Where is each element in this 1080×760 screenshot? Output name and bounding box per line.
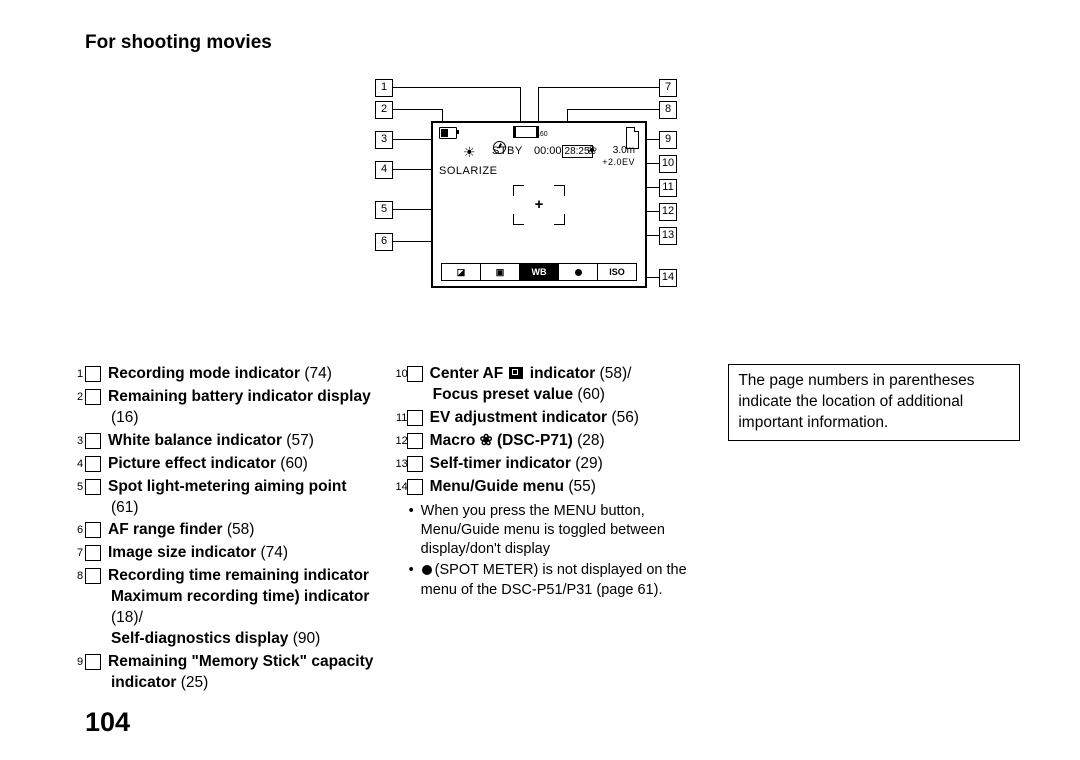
legend-columns: 1Recording mode indicator (74)2Remaining… [85, 364, 1020, 696]
legend-col-mid: 10Center AF indicator (58)/Focus preset … [407, 364, 699, 696]
callout-4: 4 [375, 161, 393, 179]
callout-12: 12 [659, 203, 677, 221]
menu-iso: ISO [598, 264, 636, 280]
page-number: 104 [85, 707, 130, 738]
menu-focus: ▣ [481, 264, 520, 280]
callout-8: 8 [659, 101, 677, 119]
callout-2: 2 [375, 101, 393, 119]
callout-5: 5 [375, 201, 393, 219]
notes-bullets: When you press the MENU button, Menu/Gui… [407, 502, 699, 600]
lcd-diagram: 1 2 3 4 5 6 7 8 9 10 11 12 13 14 [375, 79, 675, 331]
macro-icon-inline: ❀ [480, 432, 493, 449]
callout-10: 10 [659, 155, 677, 173]
focus-distance: 3.0m [613, 145, 635, 156]
section-title: For shooting movies [85, 32, 1020, 54]
legend-col-left: 1Recording mode indicator (74)2Remaining… [85, 364, 377, 696]
legend-col-right: The page numbers in parentheses indicate… [728, 364, 1020, 696]
menu-spot [559, 264, 598, 280]
callout-9: 9 [659, 131, 677, 149]
ev-value: +2.0EV [602, 157, 635, 167]
callout-14: 14 [659, 269, 677, 287]
lcd-screen: 160 ☀ STBY 00:0028:25 ❀ 3.0m +2.0EV SOLA… [431, 121, 647, 288]
spot-meter-icon [422, 565, 432, 575]
callout-3: 3 [375, 131, 393, 149]
callout-11: 11 [659, 179, 677, 197]
macro-icon: ❀ [587, 143, 597, 157]
menu-ev: ◪ [442, 264, 481, 280]
menu-bar: ◪ ▣ WB ISO [441, 263, 637, 281]
callout-6: 6 [375, 233, 393, 251]
menu-wb: WB [520, 264, 559, 280]
callout-7: 7 [659, 79, 677, 97]
time-elapsed: 00:00 [534, 145, 562, 157]
spot-meter-crosshair: + [535, 196, 544, 213]
callout-13: 13 [659, 227, 677, 245]
manual-page: For shooting movies 1 2 3 4 5 6 7 8 9 10… [0, 0, 1080, 760]
callout-1: 1 [375, 79, 393, 97]
battery-icon [439, 127, 457, 139]
self-timer-icon [493, 141, 506, 154]
white-balance-icon: ☀ [463, 144, 476, 161]
page-reference-note: The page numbers in parentheses indicate… [728, 364, 1020, 441]
time-readout: 00:0028:25 [534, 145, 593, 158]
picture-effect-label: SOLARIZE [439, 165, 497, 177]
af-range-finder: + [513, 185, 565, 225]
center-af-icon [509, 367, 523, 379]
image-size-label: 160 [536, 131, 548, 138]
